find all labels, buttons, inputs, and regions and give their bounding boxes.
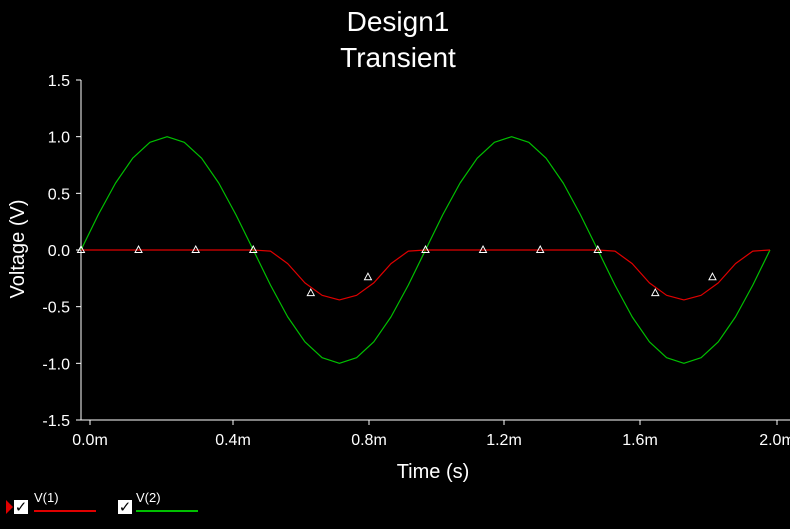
x-tick-label: 0.0m (72, 432, 108, 449)
y-axis-label: Voltage (V) (7, 200, 29, 299)
y-tick-label: -0.5 (42, 300, 70, 317)
legend-line-v1 (34, 510, 96, 512)
x-ticks: 0.0m 0.4m 0.8m 1.2m 1.6m 2.0m (72, 420, 790, 449)
data-point-marker (478, 244, 488, 253)
x-tick-label: 2.0m (759, 432, 790, 449)
data-point-marker (306, 288, 316, 297)
x-axis-label: Time (s) (397, 461, 470, 483)
y-ticks: 1.5 1.0 0.5 0.0 -0.5 -1.0 -1.5 (42, 73, 81, 430)
data-point-marker (363, 272, 373, 281)
y-tick-label: -1.0 (42, 356, 70, 373)
y-tick-label: -1.5 (42, 413, 70, 430)
data-point-marker (535, 244, 545, 253)
data-point-marker (76, 244, 86, 253)
x-tick-label: 1.6m (622, 432, 658, 449)
x-tick-label: 0.8m (351, 432, 387, 449)
series-line-v1 (81, 249, 771, 301)
data-point-marker (593, 244, 603, 253)
y-tick-label: 0.0 (48, 243, 70, 260)
data-point-marker (134, 244, 143, 253)
chart-subtitle: Transient (340, 42, 456, 73)
y-tick-label: 0.5 (48, 186, 70, 203)
y-tick-label: 1.5 (48, 73, 70, 90)
chart-title: Design1 (347, 6, 450, 37)
data-point-marker (708, 272, 717, 281)
x-tick-label: 0.4m (215, 432, 251, 449)
active-trace-marker-icon (6, 500, 13, 514)
x-tick-label: 1.2m (486, 432, 522, 449)
checkbox-v1[interactable]: ✓ (14, 498, 28, 516)
legend-label-v1: V(1) (34, 490, 59, 505)
legend-line-v2 (136, 510, 198, 512)
data-point-marker (248, 244, 258, 253)
data-point-marker (421, 244, 430, 253)
data-point-marker (650, 288, 660, 297)
data-point-marker (191, 244, 201, 253)
y-tick-label: 1.0 (48, 130, 70, 147)
series-group (76, 136, 771, 364)
checkbox-v2[interactable]: ✓ (118, 498, 132, 516)
legend-label-v2: V(2) (136, 490, 161, 505)
